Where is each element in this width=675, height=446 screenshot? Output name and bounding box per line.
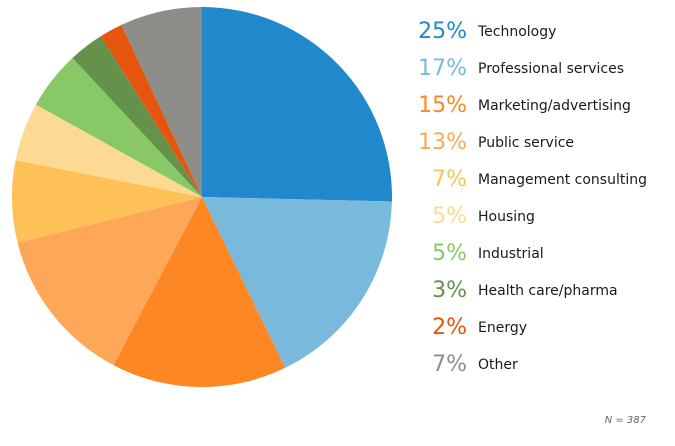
legend-percent: 13% xyxy=(418,130,467,155)
legend-percent: 15% xyxy=(418,93,467,118)
pie-slice-marketing-advertising xyxy=(113,197,286,387)
legend-percent: 5% xyxy=(432,204,467,229)
legend-label: Energy xyxy=(478,320,528,336)
legend-label: Housing xyxy=(478,209,535,225)
legend-percent: 7% xyxy=(432,352,467,377)
pie-slice-energy xyxy=(100,24,202,197)
legend-item: 25% Technology xyxy=(410,17,670,54)
legend-label: Health care/pharma xyxy=(478,283,618,299)
pie-slice-industrial xyxy=(35,58,202,198)
pie-slice-health-care-pharma xyxy=(72,36,203,197)
pie-slice-management-consulting xyxy=(11,160,202,243)
legend-item: 15% Marketing/advertising xyxy=(410,91,670,128)
pie-slice-housing xyxy=(15,104,202,197)
pie-slice-technology xyxy=(202,7,393,202)
legend-label: Marketing/advertising xyxy=(478,98,631,114)
legend-percent: 5% xyxy=(432,241,467,266)
legend-percent: 2% xyxy=(432,315,467,340)
legend-item: 7% Other xyxy=(410,350,670,387)
legend-label: Professional services xyxy=(478,61,625,77)
legend-label: Public service xyxy=(478,135,575,151)
legend: 25% Technology 17% Professional services 15%… xyxy=(410,17,670,387)
pie-slice-professional-services xyxy=(202,197,392,368)
pie-slice-other xyxy=(121,7,202,197)
legend-label: Technology xyxy=(478,24,557,40)
legend-percent: 25% xyxy=(418,19,467,44)
legend-percent: 17% xyxy=(418,56,467,81)
legend-label: Management consulting xyxy=(478,172,648,188)
pie-chart xyxy=(11,7,393,387)
legend-item: 17% Professional services xyxy=(410,54,670,91)
legend-item: 2% Energy xyxy=(410,313,670,350)
legend-percent: 3% xyxy=(432,278,467,303)
legend-item: 13% Public service xyxy=(410,128,670,165)
legend-item: 3% Health care/pharma xyxy=(410,276,670,313)
pie-slice-public-service xyxy=(17,197,202,366)
legend-percent: 7% xyxy=(432,167,467,192)
legend-item: 7% Management consulting xyxy=(410,165,670,202)
legend-label: Industrial xyxy=(478,246,544,262)
legend-item: 5% Housing xyxy=(410,202,670,239)
legend-label: Other xyxy=(478,357,518,373)
sample-size-note: N = 387 xyxy=(604,415,646,426)
pie-slices xyxy=(11,7,393,387)
legend-item: 5% Industrial xyxy=(410,239,670,276)
